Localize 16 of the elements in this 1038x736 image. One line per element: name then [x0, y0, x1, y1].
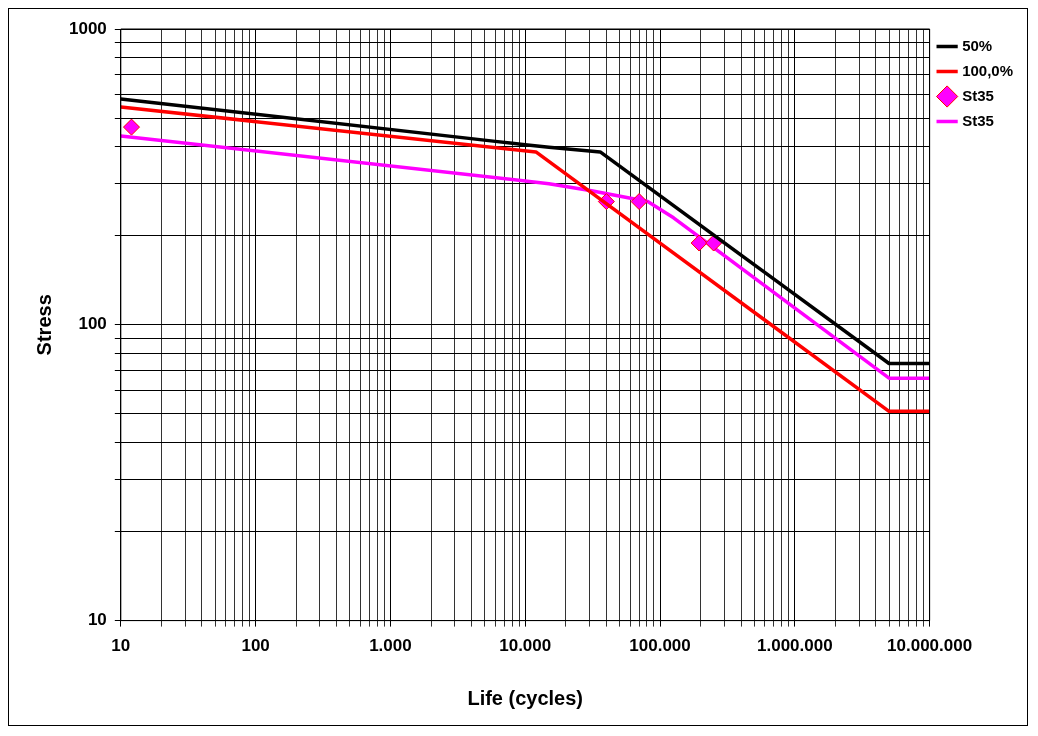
y-tick-label: 100	[78, 314, 107, 334]
y-tick-label: 10	[87, 610, 107, 630]
x-tick-label: 100	[241, 636, 270, 656]
legend-label: St35	[962, 111, 994, 129]
x-tick-label: 10.000.000	[887, 636, 973, 656]
legend-label: St35	[962, 86, 994, 104]
x-tick-label: 10	[111, 636, 131, 656]
x-tick-label: 100.000	[629, 636, 691, 656]
x-axis-title: Life (cycles)	[467, 686, 584, 709]
legend-label: 50%	[962, 36, 993, 54]
y-tick-label: 1000	[68, 18, 107, 38]
x-tick-label: 10.000	[499, 636, 552, 656]
x-tick-label: 1.000	[369, 636, 412, 656]
x-tick-label: 1.000.000	[757, 636, 833, 656]
y-axis-title: Stress	[32, 294, 55, 356]
legend-label: 100,0%	[962, 61, 1013, 79]
